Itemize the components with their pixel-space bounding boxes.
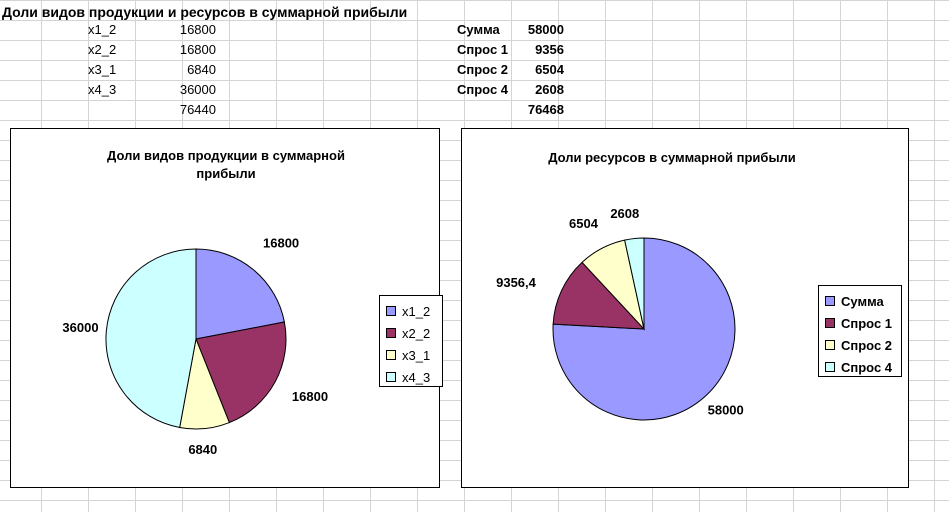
legend-item-spros-1: Спрос 1 [825, 312, 895, 334]
data-label: 58000 [708, 402, 744, 417]
pie-slice-спрос-4[interactable] [624, 237, 645, 330]
legend-swatch [386, 328, 396, 338]
data-label: 16800 [292, 389, 328, 404]
product-label-4[interactable]: x4_3 [88, 82, 117, 97]
products-chart-title-line1: Доли видов продукции в суммарной [107, 148, 345, 163]
products-legend: x1_2 x2_2 x3_1 x4_3 [379, 295, 443, 387]
legend-swatch [386, 306, 396, 316]
legend-label: x1_2 [402, 303, 431, 319]
resource-value-3[interactable]: 6504 [535, 62, 564, 77]
legend-swatch [825, 318, 835, 328]
legend-item-x1_2: x1_2 [386, 300, 436, 322]
legend-swatch [386, 350, 396, 360]
legend-label: Спрос 4 [841, 359, 893, 375]
data-label: 36000 [62, 320, 98, 335]
product-value-2[interactable]: 16800 [179, 42, 216, 57]
resources-chart-title: Доли ресурсов в суммарной прибыли [548, 150, 796, 165]
products-pie-chart[interactable]: Доли видов продукции в суммарной прибыли… [10, 128, 443, 488]
products-total[interactable]: 76440 [179, 102, 216, 117]
legend-item-spros-4: Спрос 4 [825, 356, 895, 378]
product-label-1[interactable]: x1_2 [88, 22, 117, 37]
legend-item-spros-2: Спрос 2 [825, 334, 895, 356]
product-label-2[interactable]: x2_2 [88, 42, 117, 57]
resources-total[interactable]: 76468 [527, 102, 564, 117]
legend-item-summa: Сумма [825, 290, 895, 312]
products-chart-title-line2: прибыли [196, 166, 256, 181]
legend-label: Спрос 2 [841, 337, 893, 353]
legend-swatch [825, 362, 835, 372]
legend-item-x3_1: x3_1 [386, 344, 436, 366]
legend-label: Сумма [841, 293, 884, 309]
legend-label: x2_2 [402, 325, 431, 341]
resource-label-4[interactable]: Спрос 4 [457, 82, 509, 97]
legend-item-x4_3: x4_3 [386, 366, 436, 388]
resource-value-2[interactable]: 9356 [535, 42, 564, 57]
data-label: 6840 [188, 442, 217, 457]
resources-legend: Сумма Спрос 1 Спрос 2 Спрос 4 [818, 285, 902, 377]
product-value-3[interactable]: 6840 [187, 62, 216, 77]
legend-swatch [825, 340, 835, 350]
pie-slice-x1_2[interactable] [195, 248, 285, 340]
data-label: 16800 [263, 236, 299, 251]
resources-pie-chart[interactable]: Доли ресурсов в суммарной прибыли 58000 9… [461, 128, 909, 488]
resource-value-1[interactable]: 58000 [527, 22, 564, 37]
sheet-title: Доли видов продукции и ресурсов в суммар… [2, 4, 408, 20]
pie-slice-спрос-1[interactable] [552, 261, 646, 330]
resource-label-3[interactable]: Спрос 2 [457, 62, 509, 77]
resource-label-1[interactable]: Сумма [457, 22, 500, 37]
legend-label: Спрос 1 [841, 315, 893, 331]
pie-slice-x4_3[interactable] [105, 248, 197, 429]
data-label: 9356,4 [496, 275, 537, 290]
product-value-4[interactable]: 36000 [179, 82, 216, 97]
resource-value-4[interactable]: 2608 [535, 82, 564, 97]
resource-label-2[interactable]: Спрос 1 [457, 42, 509, 57]
legend-label: x3_1 [402, 347, 431, 363]
data-label: 6504 [569, 216, 599, 231]
product-label-3[interactable]: x3_1 [88, 62, 117, 77]
product-value-1[interactable]: 16800 [179, 22, 216, 37]
data-label: 2608 [610, 206, 639, 221]
legend-label: x4_3 [402, 369, 431, 385]
products-chart-title: Доли видов продукции в суммарной прибыли [71, 147, 381, 183]
legend-swatch [825, 296, 835, 306]
legend-swatch [386, 372, 396, 382]
pie-slice-x2_2[interactable] [195, 321, 287, 424]
legend-item-x2_2: x2_2 [386, 322, 436, 344]
products-pie-svg: 16800 16800 6840 36000 [62, 236, 328, 457]
resources-pie-svg: 58000 9356,4 6504 2608 [496, 206, 744, 421]
